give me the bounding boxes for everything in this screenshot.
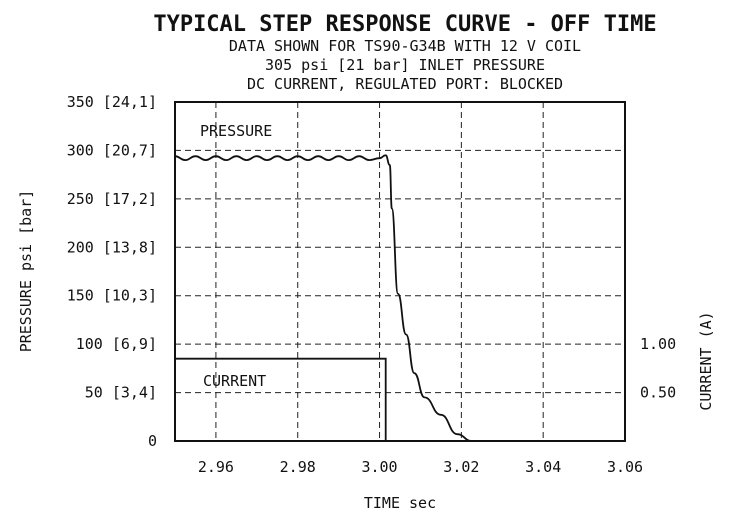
y-tick-label: 100 [6,9] — [76, 335, 157, 353]
y-tick-labels: 0 50 [3,4] 100 [6,9] 150 [10,3] 200 [13,8] 25… — [67, 93, 157, 450]
series-label-current: CURRENT — [203, 372, 266, 390]
y2-tick-labels: 1.00 0.50 — [640, 335, 676, 401]
y-tick-label: 300 [20,7] — [67, 141, 157, 159]
series-line-current — [175, 357, 387, 441]
y2-tick-label: 1.00 — [640, 335, 676, 353]
plot-frame — [174, 101, 626, 442]
x-axis-label: TIME sec — [364, 494, 436, 512]
x-tick-label: 3.00 — [361, 458, 397, 476]
y-tick-label: 350 [24,1] — [67, 93, 157, 111]
chart-subtitle-1: DATA SHOWN FOR TS90-G34B WITH 12 V COIL — [229, 37, 581, 55]
y-tick-label: 150 [10,3] — [67, 287, 157, 305]
y-tick-label: 200 [13,8] — [67, 238, 157, 256]
chart-subtitle-3: DC CURRENT, REGULATED PORT: BLOCKED — [247, 75, 563, 93]
x-tick-label: 3.04 — [525, 458, 561, 476]
x-tick-label: 3.02 — [443, 458, 479, 476]
series-curves — [174, 154, 472, 442]
series-label-pressure: PRESSURE — [200, 122, 272, 140]
x-tick-labels: 2.96 2.98 3.00 3.02 3.04 3.06 — [198, 458, 643, 476]
grid-lines — [175, 102, 625, 441]
chart-title: TYPICAL STEP RESPONSE CURVE - OFF TIME — [153, 12, 656, 37]
series-labels: PRESSURE CURRENT — [200, 122, 272, 390]
x-tick-label: 2.98 — [280, 458, 316, 476]
series-line-pressure — [174, 154, 472, 442]
chart-subtitle-2: 305 psi [21 bar] INLET PRESSURE — [265, 56, 545, 74]
y-axis-label: PRESSURE psi [bar] — [17, 190, 35, 353]
y-tick-label: 0 — [148, 432, 157, 450]
y-tick-label: 250 [17,2] — [67, 190, 157, 208]
y2-axis-label: CURRENT (A) — [697, 311, 715, 410]
x-tick-label: 3.06 — [607, 458, 643, 476]
y-tick-label: 50 [3,4] — [85, 384, 157, 402]
x-tick-label: 2.96 — [198, 458, 234, 476]
y2-tick-label: 0.50 — [640, 384, 676, 402]
